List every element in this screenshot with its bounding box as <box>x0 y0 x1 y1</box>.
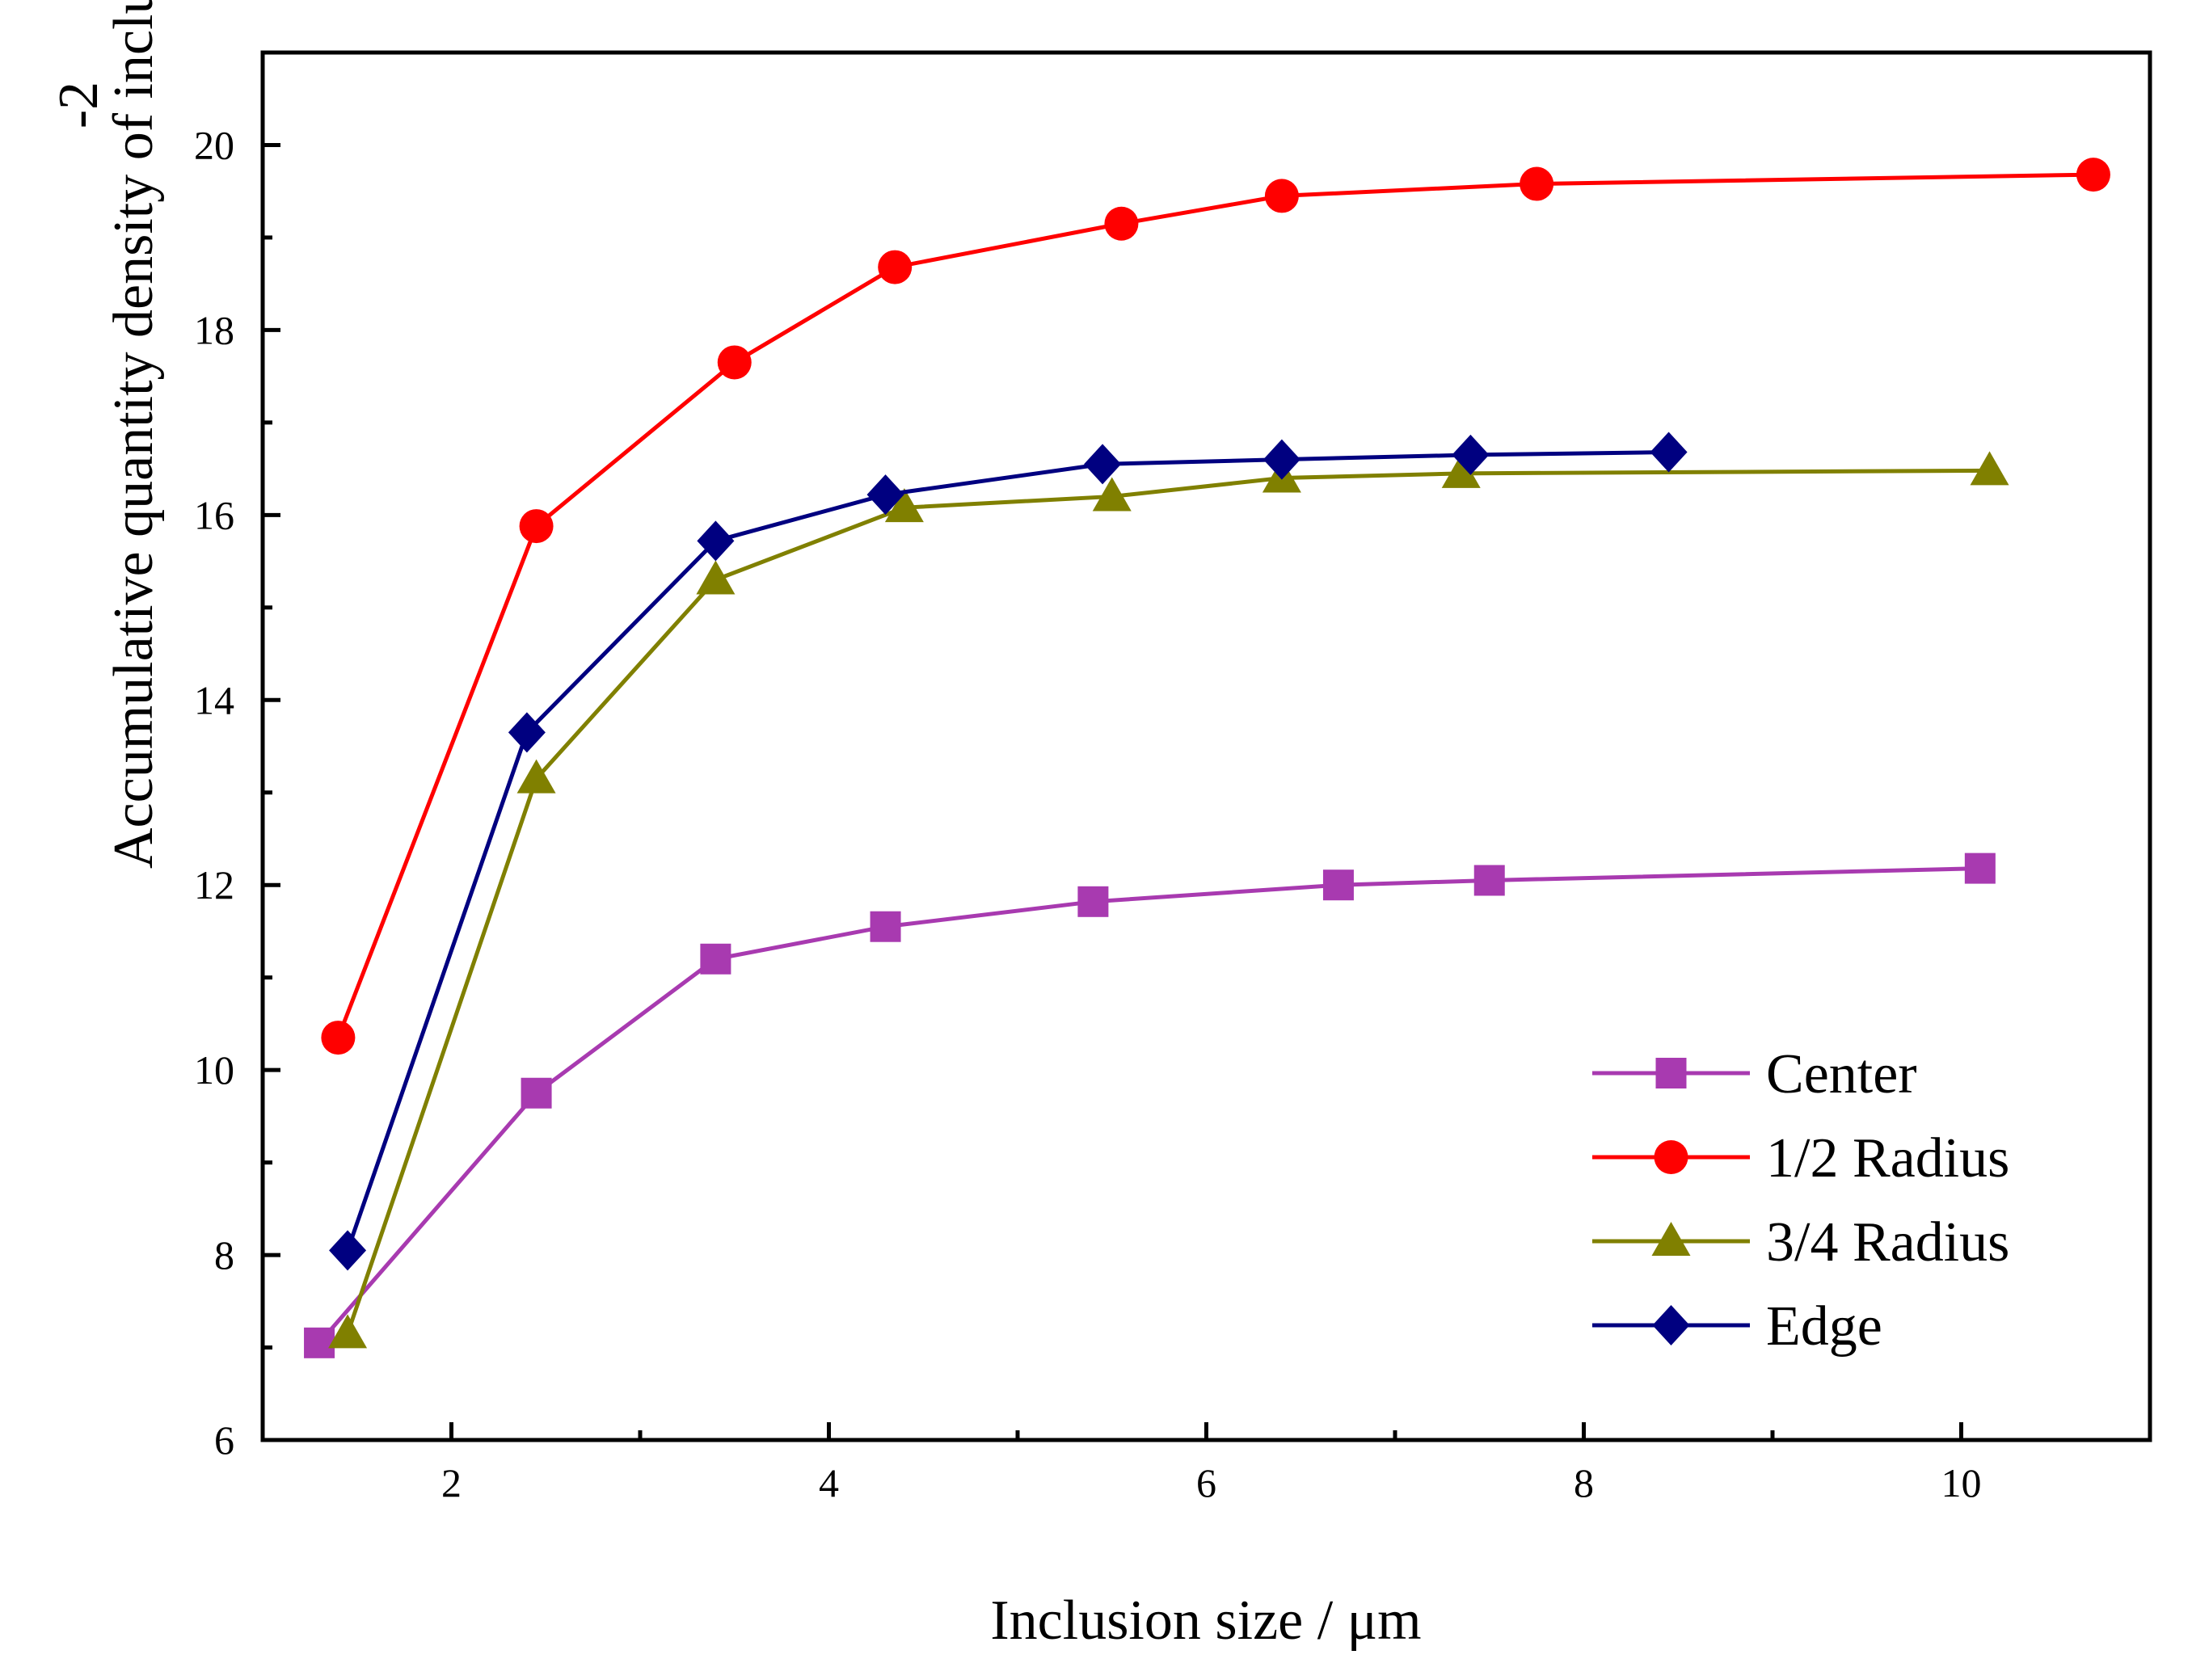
data-point-3-4-radius <box>1441 453 1481 488</box>
legend-marker-center <box>1655 1058 1687 1088</box>
y-tick-label: 18 <box>194 307 234 352</box>
x-tick-label: 8 <box>1574 1460 1594 1505</box>
data-point-edge <box>697 520 735 562</box>
y-axis-title-group: Accumulative quantity density of inclusi… <box>103 0 165 869</box>
data-point-1-2-radius <box>1264 179 1299 213</box>
x-tick-label: 6 <box>1196 1460 1216 1505</box>
y-axis-title-superscript: -2 <box>48 82 110 128</box>
x-tick-label: 2 <box>441 1460 462 1505</box>
data-point-3-4-radius <box>1092 477 1132 512</box>
series-3-4-radius <box>328 451 2009 1349</box>
y-tick-label: 8 <box>214 1232 234 1278</box>
series-1-2-radius <box>321 158 2110 1055</box>
data-point-1-2-radius <box>1104 206 1139 241</box>
legend-item-center: Center <box>1592 1043 1917 1105</box>
data-point-edge <box>508 712 546 753</box>
legend-item-1-2-radius: 1/2 Radius <box>1592 1127 2009 1189</box>
x-tick-label: 10 <box>1941 1460 1982 1505</box>
data-point-center <box>870 911 901 942</box>
data-point-edge <box>329 1230 367 1271</box>
data-point-center <box>521 1077 552 1109</box>
data-point-edge <box>1084 444 1122 485</box>
data-point-center <box>1473 865 1505 896</box>
axis-ticks <box>263 142 1963 1442</box>
y-tick-label: 20 <box>194 122 234 167</box>
legend-label-1-2-radius: 1/2 Radius <box>1766 1127 2009 1189</box>
y-axis-title: Accumulative quantity density of inclusi… <box>103 0 165 869</box>
y-axis-title-superscript-group: -2 <box>48 82 110 128</box>
data-point-center <box>1322 869 1354 901</box>
series-layer <box>304 158 2110 1358</box>
data-point-1-2-radius <box>1520 166 1554 201</box>
series-line-edge <box>345 449 1669 1252</box>
data-point-1-2-radius <box>519 509 554 544</box>
series-line-1-2-radius <box>336 172 2093 1038</box>
data-point-edge <box>1452 434 1490 475</box>
legend-marker-3-4-radius <box>1651 1222 1691 1256</box>
data-point-3-4-radius <box>516 759 556 794</box>
data-point-edge <box>866 474 904 516</box>
y-tick-label: 14 <box>194 677 234 722</box>
data-point-1-2-radius <box>2076 158 2110 192</box>
data-point-center <box>304 1327 335 1358</box>
legend: Center 1/2 Radius 3/4 Radius Edge <box>1592 1043 2009 1358</box>
series-line-3-4-radius <box>345 468 1990 1335</box>
data-point-edge <box>1650 432 1688 473</box>
data-point-center <box>1964 853 1996 884</box>
y-tick-label: 16 <box>194 492 234 537</box>
axis-tick-labels: 2 4 6 8 10 6 8 10 12 14 16 18 20 <box>194 122 1982 1505</box>
legend-label-center: Center <box>1766 1043 1917 1105</box>
series-center <box>304 853 1996 1358</box>
data-point-3-4-radius <box>884 488 924 523</box>
data-point-1-2-radius <box>878 250 913 284</box>
series-edge <box>329 432 1688 1271</box>
series-line-center <box>318 866 1980 1345</box>
legend-item-edge: Edge <box>1592 1295 1882 1358</box>
legend-label-edge: Edge <box>1766 1295 1882 1358</box>
x-axis-title: Inclusion size / μm <box>990 1589 1421 1652</box>
y-tick-label: 6 <box>214 1417 234 1463</box>
data-point-1-2-radius <box>321 1021 356 1055</box>
data-point-center <box>700 943 731 975</box>
data-point-3-4-radius <box>1970 451 2009 486</box>
legend-label-3-4-radius: 3/4 Radius <box>1766 1211 2009 1274</box>
data-point-1-2-radius <box>717 345 752 380</box>
data-point-3-4-radius <box>696 560 736 595</box>
legend-marker-edge <box>1652 1305 1690 1345</box>
legend-marker-1-2-radius <box>1654 1140 1688 1174</box>
y-tick-label: 10 <box>194 1047 234 1093</box>
y-tick-label: 12 <box>194 862 234 907</box>
legend-item-3-4-radius: 3/4 Radius <box>1592 1211 2009 1274</box>
data-point-center <box>1077 886 1109 917</box>
x-tick-label: 4 <box>819 1460 839 1505</box>
data-point-3-4-radius <box>328 1314 368 1349</box>
data-point-edge <box>1263 439 1300 480</box>
